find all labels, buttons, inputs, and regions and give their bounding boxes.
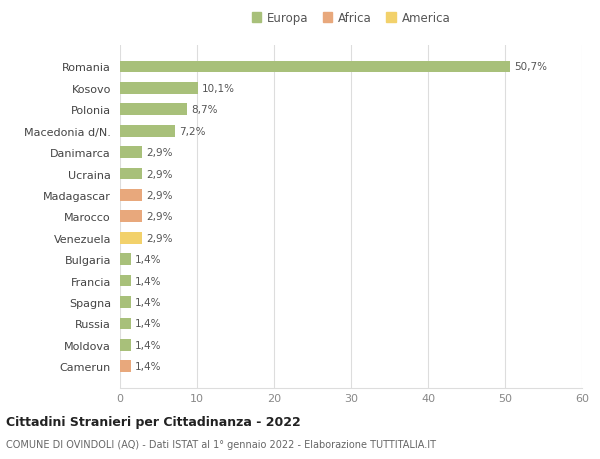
- Bar: [120, 104, 187, 116]
- Bar: [120, 275, 131, 287]
- Bar: [120, 232, 142, 244]
- Text: 1,4%: 1,4%: [134, 297, 161, 308]
- Bar: [120, 211, 142, 223]
- Text: COMUNE DI OVINDOLI (AQ) - Dati ISTAT al 1° gennaio 2022 - Elaborazione TUTTITALI: COMUNE DI OVINDOLI (AQ) - Dati ISTAT al …: [6, 439, 436, 449]
- Text: 1,4%: 1,4%: [134, 361, 161, 371]
- Bar: [120, 83, 198, 95]
- Text: 2,9%: 2,9%: [146, 148, 173, 158]
- Text: 2,9%: 2,9%: [146, 169, 173, 179]
- Bar: [120, 190, 142, 202]
- Bar: [120, 168, 142, 180]
- Text: 1,4%: 1,4%: [134, 255, 161, 264]
- Bar: [120, 339, 131, 351]
- Text: 2,9%: 2,9%: [146, 212, 173, 222]
- Bar: [120, 361, 131, 372]
- Bar: [120, 254, 131, 265]
- Text: 1,4%: 1,4%: [134, 319, 161, 329]
- Text: 8,7%: 8,7%: [191, 105, 217, 115]
- Bar: [120, 62, 511, 73]
- Text: Cittadini Stranieri per Cittadinanza - 2022: Cittadini Stranieri per Cittadinanza - 2…: [6, 415, 301, 428]
- Legend: Europa, Africa, America: Europa, Africa, America: [247, 7, 455, 30]
- Text: 50,7%: 50,7%: [514, 62, 547, 73]
- Text: 1,4%: 1,4%: [134, 276, 161, 286]
- Text: 7,2%: 7,2%: [179, 126, 206, 136]
- Bar: [120, 147, 142, 159]
- Bar: [120, 297, 131, 308]
- Bar: [120, 126, 175, 137]
- Text: 2,9%: 2,9%: [146, 233, 173, 243]
- Text: 1,4%: 1,4%: [134, 340, 161, 350]
- Text: 2,9%: 2,9%: [146, 190, 173, 201]
- Bar: [120, 318, 131, 330]
- Text: 10,1%: 10,1%: [202, 84, 235, 94]
